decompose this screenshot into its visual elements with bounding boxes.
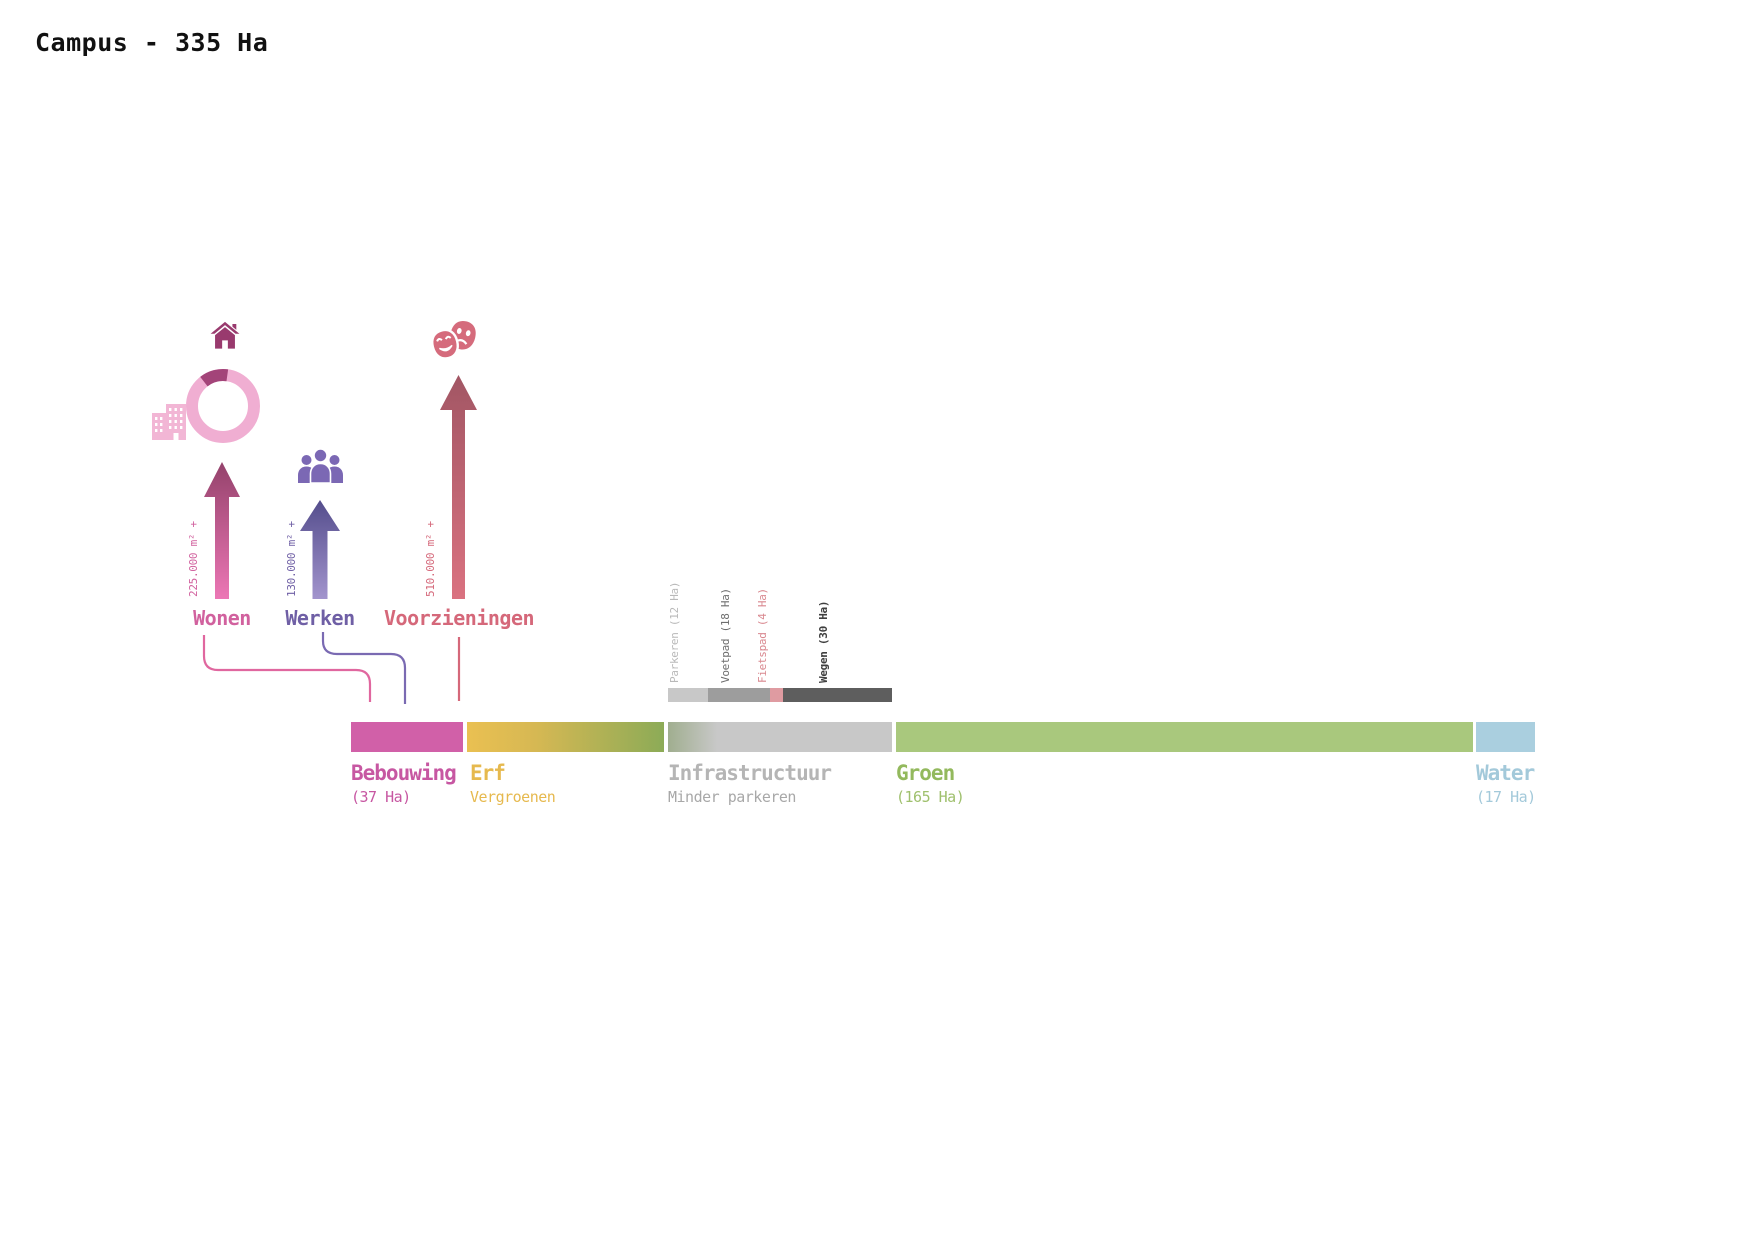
theater-masks-icon [428, 316, 480, 364]
water-label: Water [1476, 761, 1535, 785]
parkeren-label: Parkeren (12 Ha) [668, 581, 681, 683]
fietspad-segment [770, 688, 783, 702]
werken-label: Werken [285, 606, 355, 630]
bebouwing-sublabel: (37 Ha) [351, 788, 411, 806]
page-title: Campus - 335 Ha [35, 28, 269, 57]
house-icon [209, 320, 241, 352]
wonen-label: Wonen [193, 606, 251, 630]
groen-segment [896, 722, 1473, 752]
water-label-group: Water (17 Ha) [1476, 760, 1536, 806]
infrastructuur-label: Infrastructuur [668, 761, 832, 785]
werken-growth-arrow [300, 500, 340, 599]
voorzieningen-label: Voorzieningen [384, 606, 535, 630]
erf-label-group: Erf Vergroenen [470, 760, 556, 806]
wegen-segment [783, 688, 892, 702]
water-segment [1476, 722, 1535, 752]
voetpad-segment [708, 688, 770, 702]
groen-sublabel: (165 Ha) [896, 788, 965, 806]
people-icon [297, 447, 344, 484]
wonen-growth-arrow [204, 462, 240, 599]
groen-label-group: Groen (165 Ha) [896, 760, 965, 806]
bebouwing-label: Bebouwing [351, 761, 457, 785]
building-icon [151, 401, 188, 441]
infrastructuur-segment [668, 722, 892, 752]
parkeren-segment [668, 688, 708, 702]
housing-donut-chart [178, 361, 268, 451]
erf-sublabel: Vergroenen [470, 788, 556, 806]
wegen-label: Wegen (30 Ha) [817, 600, 830, 683]
groen-label: Groen [896, 761, 955, 785]
bebouwing-segment [351, 722, 463, 752]
voorzieningen-growth-arrow [440, 375, 477, 599]
infrastructuur-label-group: Infrastructuur Minder parkeren [668, 760, 832, 806]
bebouwing-label-group: Bebouwing (37 Ha) [351, 760, 457, 806]
erf-label: Erf [470, 761, 506, 785]
voetpad-label: Voetpad (18 Ha) [719, 588, 732, 683]
fietspad-label: Fietspad (4 Ha) [756, 588, 769, 683]
erf-segment [467, 722, 664, 752]
infrastructuur-sublabel: Minder parkeren [668, 788, 796, 806]
werken-connector-line [321, 632, 407, 704]
water-sublabel: (17 Ha) [1476, 788, 1536, 806]
connector-lines [202, 632, 461, 704]
wonen-connector-line [202, 635, 372, 702]
